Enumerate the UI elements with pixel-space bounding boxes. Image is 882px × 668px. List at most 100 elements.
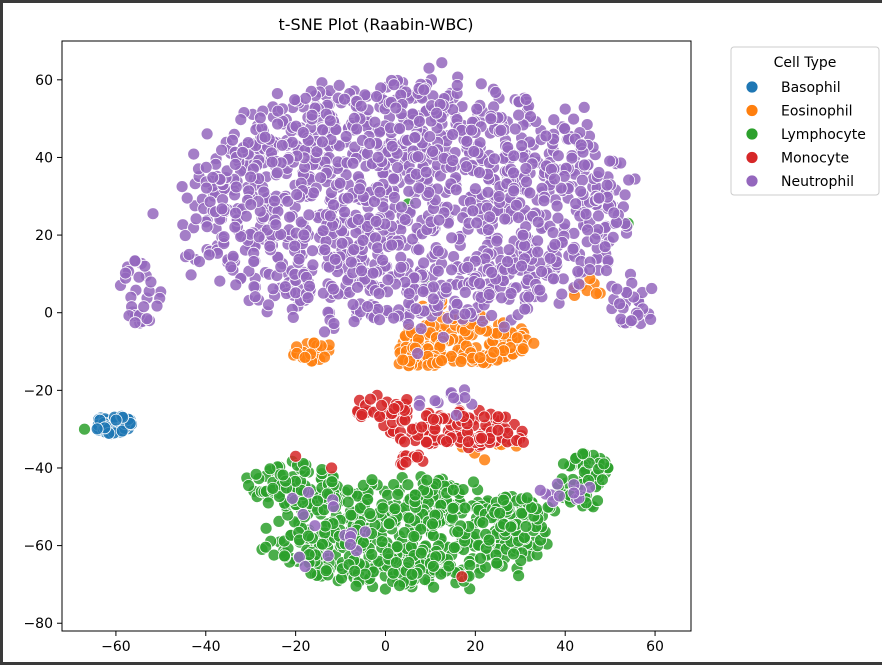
data-point (266, 282, 280, 296)
data-point (477, 410, 491, 424)
data-point (271, 117, 285, 131)
data-point (501, 255, 515, 269)
data-point (396, 353, 410, 367)
data-point (436, 330, 450, 344)
data-point (445, 263, 459, 277)
y-tick-label: −40 (23, 461, 53, 477)
data-point (276, 468, 290, 482)
y-tick-label: 0 (44, 306, 53, 322)
data-point (192, 255, 206, 269)
data-point (461, 435, 475, 449)
data-point (531, 245, 545, 259)
data-point (624, 314, 638, 328)
data-point (308, 519, 322, 533)
data-point (408, 131, 422, 145)
data-point (175, 180, 189, 194)
data-point (417, 256, 431, 270)
data-point (583, 263, 597, 277)
series-monocyte (289, 388, 530, 584)
data-point (498, 212, 512, 226)
data-point (325, 461, 339, 475)
data-point (431, 244, 445, 258)
data-point (215, 143, 229, 157)
data-point (475, 431, 489, 445)
data-point (402, 511, 416, 525)
data-point (270, 87, 284, 100)
data-point (577, 101, 591, 114)
data-point (463, 558, 477, 572)
data-point (341, 483, 355, 497)
data-point (476, 314, 489, 328)
data-point (482, 288, 496, 301)
y-tick-label: −80 (23, 616, 53, 632)
data-point (288, 93, 302, 107)
legend-marker (745, 151, 759, 164)
data-point (266, 481, 280, 495)
data-point (375, 535, 389, 548)
data-point (349, 579, 363, 593)
data-point (369, 214, 383, 228)
data-point (550, 199, 564, 213)
data-point (363, 507, 377, 520)
data-point (409, 196, 423, 210)
data-point (318, 243, 332, 257)
data-point (373, 410, 387, 423)
data-point (390, 540, 404, 554)
data-point (492, 190, 506, 203)
data-point (572, 277, 586, 291)
data-point (229, 206, 242, 220)
data-point (299, 92, 312, 105)
data-point (386, 566, 400, 580)
data-point (381, 273, 395, 287)
data-point (182, 248, 196, 261)
data-point (328, 252, 342, 266)
data-point (226, 249, 240, 263)
data-point (350, 122, 364, 136)
data-point (450, 297, 464, 311)
data-point (354, 99, 368, 113)
data-point (215, 202, 229, 216)
data-point (394, 200, 408, 214)
data-point (259, 521, 273, 535)
data-point (305, 108, 319, 122)
data-point (588, 232, 602, 246)
data-point (579, 207, 593, 221)
x-tick-label: 60 (646, 639, 664, 655)
legend-item-monocyte: Monocyte (745, 151, 849, 167)
data-point (414, 546, 428, 560)
data-point (566, 242, 580, 256)
data-point (515, 139, 529, 153)
data-point (270, 166, 284, 180)
data-point (547, 272, 560, 286)
data-point (622, 173, 636, 187)
data-point (574, 138, 588, 152)
data-point (491, 410, 505, 424)
data-point (361, 300, 375, 314)
data-point (592, 191, 606, 205)
data-point (398, 213, 412, 227)
data-point (269, 218, 283, 232)
legend-marker (745, 80, 759, 94)
data-point (426, 559, 440, 573)
data-point (394, 260, 408, 274)
data-point (426, 292, 440, 306)
data-point (450, 79, 464, 92)
data-point (430, 106, 444, 120)
data-point (426, 517, 439, 531)
data-point (606, 230, 620, 244)
data-point (607, 206, 621, 220)
data-point (367, 195, 381, 208)
data-point (535, 265, 548, 278)
data-point (150, 299, 164, 313)
data-point (339, 130, 353, 143)
data-point (355, 264, 369, 278)
data-point (533, 283, 547, 297)
data-point (510, 331, 524, 345)
data-point (537, 194, 551, 208)
data-point (184, 268, 198, 282)
data-point (311, 494, 324, 508)
data-point (242, 479, 256, 492)
y-tick-label: 20 (35, 228, 53, 244)
data-point (292, 252, 306, 266)
data-point (600, 178, 614, 192)
